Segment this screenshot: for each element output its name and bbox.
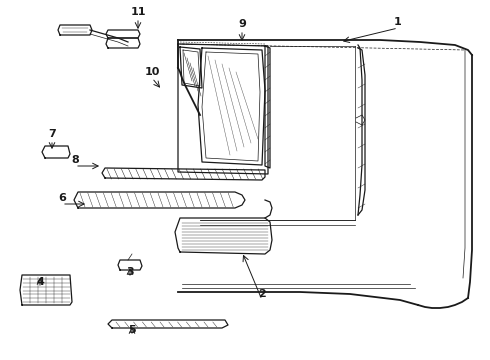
Text: 4: 4 (36, 277, 44, 287)
Text: 9: 9 (238, 19, 246, 29)
Text: 6: 6 (58, 193, 66, 203)
Text: 2: 2 (258, 289, 266, 299)
Text: 1: 1 (394, 17, 402, 27)
Text: 7: 7 (48, 129, 56, 139)
Text: 11: 11 (130, 7, 146, 17)
Text: 10: 10 (145, 67, 160, 77)
Text: 3: 3 (126, 267, 134, 277)
Text: 8: 8 (71, 155, 79, 165)
Text: 5: 5 (128, 325, 136, 335)
